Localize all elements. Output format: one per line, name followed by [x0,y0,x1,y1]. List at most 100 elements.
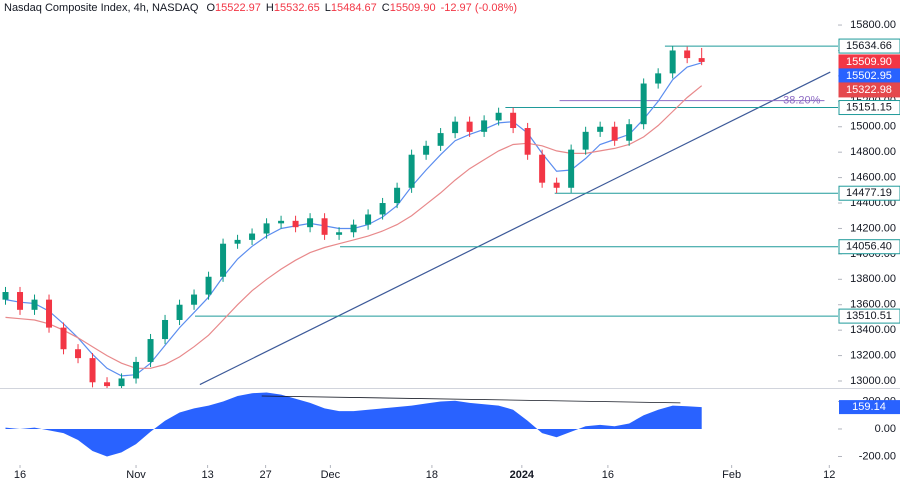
header-text: O [206,2,215,14]
candle-body [553,182,560,188]
candle-body [524,128,531,155]
price-pane: 38.20% [2,45,838,388]
candle-body [379,203,386,215]
candle-body [321,218,328,235]
candle-body [176,304,183,320]
osc-value-box [839,400,900,415]
candle-body [466,121,473,132]
price-box-label: 14056.40 [846,241,892,253]
y-tick-label: 14800.00 [850,146,896,158]
candle-body [205,276,212,295]
candle-body [162,319,169,340]
price-box-label: 14477.19 [846,187,892,199]
price-box-label: 15151.15 [846,101,892,113]
candle-body [539,154,546,183]
axes: 13000.00 13200.00 13400.00 13600.00 13800.00… [14,19,900,481]
candle-body [350,224,357,233]
header-text: -12.97 (-0.08%) [441,2,517,14]
header-text: C [382,2,390,14]
header-text: H [266,2,274,14]
x-tick-label: 13 [201,469,213,481]
y-tick-label: 13000.00 [850,375,896,387]
x-tick-label: 2024 [510,469,535,481]
candle-body [263,223,270,234]
candle-body [104,382,111,387]
y-tick-label: 15000.00 [850,121,896,133]
candle-body [191,294,198,305]
y-tick-label: 14600.00 [850,172,896,184]
candle-body [89,358,96,383]
oscillator-area [5,392,702,457]
candle-body [147,339,154,362]
candle-body [423,145,430,155]
header: Nasdaq Composite Index, 4h, NASDAQ O15522… [4,2,517,14]
trendline [199,71,831,386]
x-tick-label: 12 [823,469,835,481]
x-tick-label: 16 [602,469,614,481]
header-text: 15522.97 [215,2,261,14]
candle-body [408,154,415,188]
candle-body [292,220,299,228]
candle-body [452,121,459,134]
candle-body [394,187,401,204]
osc-y-tick-label: 0.00 [875,423,896,435]
price-box-label: 15322.98 [846,84,892,96]
header-text: 15484.67 [331,2,377,14]
price-box [838,185,900,201]
y-tick-label: 13200.00 [850,349,896,361]
price-box [838,100,900,116]
candle-body [481,120,488,132]
candle-body [669,50,676,74]
price-box [838,239,900,255]
x-tick-label: Feb [722,469,741,481]
candle-body [220,243,227,277]
header-text: 15532.65 [274,2,320,14]
x-tick-label: Nov [126,469,146,481]
header-text: L [325,2,331,14]
candle-body [510,112,517,129]
candle-body [75,349,82,359]
price-box [838,38,900,54]
price-box-label: 15502.95 [846,70,892,82]
candle-body [437,133,444,146]
candle-body [60,327,67,350]
x-tick-label: 16 [14,469,26,481]
price-box-label: 13510.51 [846,310,892,322]
candle-body [597,126,604,132]
header-text: Nasdaq Composite Index, 4h, NASDAQ [4,2,199,14]
candle-body [118,378,125,387]
y-tick-label: 13400.00 [850,324,896,336]
price-box-label: 15634.66 [846,40,892,52]
candle-body [611,126,618,141]
candle-body [698,58,705,62]
candle-body [582,131,589,150]
candle-body [2,292,9,300]
candle-body [17,292,24,310]
price-box [838,308,900,324]
candle-body [684,50,691,59]
candle-body [46,299,53,328]
y-tick-label: 14200.00 [850,222,896,234]
y-tick-label: 15800.00 [850,19,896,31]
candle-body [133,361,140,379]
fib-label: 38.20% [783,95,821,107]
y-tick-label: 13800.00 [850,273,896,285]
candle-body [249,233,256,240]
price-box-label: 15509.90 [846,56,892,68]
header-text: 15509.90 [390,2,436,14]
oscillator-pane [5,392,702,457]
x-tick-label: 27 [259,469,271,481]
candle-body [655,73,662,84]
candle-body [31,299,38,310]
candle-body [336,232,343,235]
osc-y-tick-label: -200.00 [859,450,896,462]
candle-body [640,83,647,125]
candle-body [234,239,241,244]
osc-value-label: 159.14 [852,401,886,413]
candle-body [495,112,502,121]
divergence-line [261,395,681,404]
candle-body [626,124,633,141]
y-tick-label: 13600.00 [850,299,896,311]
